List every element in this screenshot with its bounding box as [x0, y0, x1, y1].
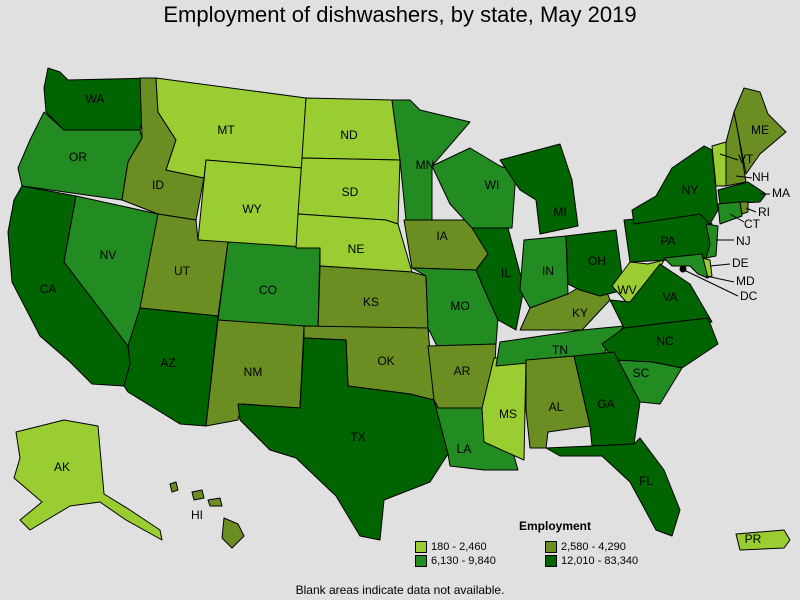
- label-MO: MO: [450, 299, 469, 313]
- footnote: Blank areas indicate data not available.: [295, 583, 505, 597]
- label-VT: VT: [738, 152, 754, 166]
- label-GA: GA: [597, 397, 614, 411]
- state-OH[interactable]: [565, 229, 625, 297]
- state-TX[interactable]: [237, 337, 449, 541]
- label-SD: SD: [342, 185, 359, 199]
- label-NJ: NJ: [736, 234, 751, 248]
- label-UT: UT: [174, 264, 191, 278]
- label-ID: ID: [152, 178, 164, 192]
- label-NC: NC: [656, 334, 674, 348]
- label-HI: HI: [191, 508, 203, 522]
- state-NJ[interactable]: [705, 223, 719, 259]
- label-ND: ND: [340, 128, 358, 142]
- label-CO: CO: [259, 283, 277, 297]
- label-WA: WA: [86, 92, 105, 106]
- label-PR: PR: [745, 532, 762, 546]
- label-IA: IA: [436, 229, 447, 243]
- state-MA[interactable]: [717, 181, 767, 205]
- state-NH[interactable]: [725, 111, 747, 187]
- legend-item: 6,130 - 9,840: [415, 555, 545, 567]
- label-MT: MT: [217, 123, 235, 137]
- label-VA: VA: [662, 290, 677, 304]
- legend-item: 12,010 - 83,340: [545, 555, 675, 567]
- label-TN: TN: [552, 343, 568, 357]
- state-CT[interactable]: [717, 201, 743, 225]
- legend-swatch: [415, 541, 427, 553]
- legend-grid: 180 - 2,460 2,580 - 4,290 6,130 - 9,840 …: [415, 541, 675, 567]
- label-NE: NE: [348, 242, 365, 256]
- label-KY: KY: [572, 306, 588, 320]
- label-CA: CA: [40, 282, 57, 296]
- state-WI[interactable]: [431, 147, 517, 229]
- label-RI: RI: [758, 205, 770, 219]
- state-HI[interactable]: [169, 481, 245, 549]
- legend: Employment 180 - 2,460 2,580 - 4,290 6,1…: [415, 519, 675, 567]
- label-MI: MI: [553, 205, 566, 219]
- legend-label: 2,580 - 4,290: [561, 541, 626, 553]
- label-AL: AL: [549, 400, 564, 414]
- map-title: Employment of dishwashers, by state, May…: [163, 2, 637, 27]
- state-FL[interactable]: [545, 437, 681, 537]
- state-ME[interactable]: [733, 87, 787, 175]
- label-OR: OR: [69, 150, 87, 164]
- label-PA: PA: [660, 234, 675, 248]
- label-NY: NY: [682, 183, 699, 197]
- state-PR[interactable]: [735, 529, 791, 551]
- label-IN: IN: [542, 264, 554, 278]
- legend-swatch: [545, 541, 557, 553]
- legend-swatch: [415, 555, 427, 567]
- label-MD: MD: [736, 274, 755, 288]
- state-MD[interactable]: [663, 253, 709, 279]
- label-LA: LA: [457, 442, 472, 456]
- label-OH: OH: [588, 254, 606, 268]
- state-DC[interactable]: [679, 265, 687, 273]
- label-IL: IL: [501, 266, 511, 280]
- label-NH: NH: [752, 170, 769, 184]
- label-WI: WI: [485, 178, 500, 192]
- state-MI[interactable]: [499, 143, 579, 235]
- label-AK: AK: [54, 460, 70, 474]
- label-AZ: AZ: [160, 356, 175, 370]
- legend-label: 6,130 - 9,840: [431, 555, 496, 567]
- label-NM: NM: [244, 365, 263, 379]
- legend-swatch: [545, 555, 557, 567]
- legend-item: 180 - 2,460: [415, 541, 545, 553]
- legend-title: Employment: [518, 519, 591, 533]
- legend-label: 180 - 2,460: [431, 541, 487, 553]
- label-MA: MA: [772, 186, 790, 200]
- label-DC: DC: [740, 289, 758, 303]
- label-TX: TX: [350, 430, 365, 444]
- label-NV: NV: [100, 248, 117, 262]
- state-NY[interactable]: [631, 145, 719, 225]
- label-OK: OK: [377, 354, 394, 368]
- label-ME: ME: [751, 123, 769, 137]
- state-RI[interactable]: [739, 201, 749, 215]
- label-MS: MS: [499, 407, 517, 421]
- label-WY: WY: [242, 202, 261, 216]
- label-DE: DE: [732, 256, 749, 270]
- label-KS: KS: [363, 295, 379, 309]
- label-WV: WV: [617, 283, 636, 297]
- label-SC: SC: [633, 366, 650, 380]
- state-IL[interactable]: [471, 227, 525, 331]
- callout-lines: [683, 153, 770, 297]
- legend-item: 2,580 - 4,290: [545, 541, 675, 553]
- legend-label: 12,010 - 83,340: [561, 555, 639, 567]
- label-MN: MN: [416, 158, 435, 172]
- label-CT: CT: [744, 217, 761, 231]
- state-AK[interactable]: [13, 419, 163, 541]
- label-FL: FL: [639, 474, 653, 488]
- label-AR: AR: [454, 364, 471, 378]
